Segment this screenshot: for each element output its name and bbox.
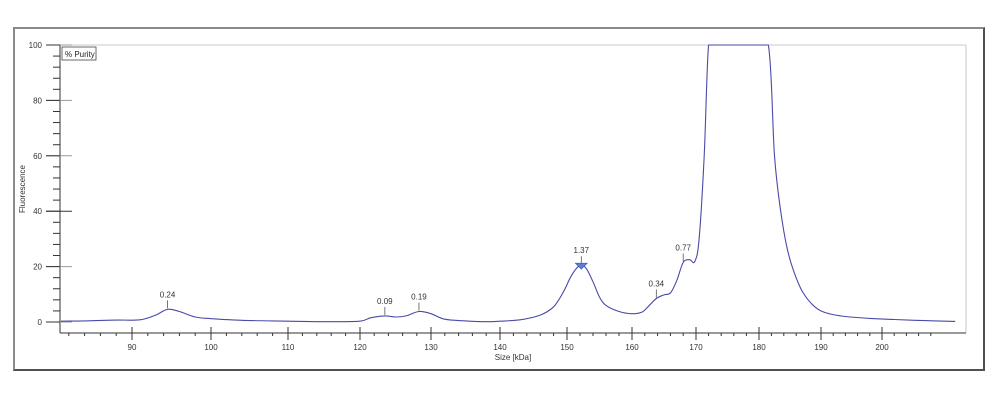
x-tick-label: 110 <box>282 343 295 352</box>
fluorescence-trace <box>60 44 956 323</box>
y-axis-title: Fluorescence <box>18 164 27 213</box>
peak-label: 0.09 <box>377 297 393 306</box>
peak-label: 1.37 <box>574 246 590 255</box>
x-tick-label: 140 <box>493 343 507 352</box>
x-tick-label: 170 <box>689 343 703 352</box>
x-tick-label: 100 <box>204 343 218 352</box>
plot-area: 0.24 0.09 0.19 1.37 0.34 0.77 <box>60 44 956 323</box>
legend-label: % Purity <box>65 50 95 59</box>
legend: % Purity <box>61 46 97 61</box>
x-tick-label: 190 <box>814 343 828 352</box>
peak-label: 0.19 <box>411 292 427 301</box>
y-tick-label: 0 <box>38 318 43 327</box>
chart-frame <box>13 27 985 371</box>
x-tick-label: 150 <box>560 343 574 352</box>
y-tick-label: 20 <box>33 263 42 272</box>
y-tick-label: 100 <box>29 41 43 50</box>
x-tick-label: 200 <box>875 343 889 352</box>
peak-label: 0.77 <box>675 243 691 252</box>
x-axis-ticks: 90 100 110 120 130 140 150 160 170 180 190 200 <box>68 327 932 352</box>
peak-label: 0.24 <box>160 290 176 299</box>
y-axis-ticks: 0 20 40 60 80 100 <box>29 41 72 327</box>
y-axis-label: Fluorescence <box>18 164 27 213</box>
y-tick-label: 40 <box>33 207 42 216</box>
peak-annotations: 0.24 0.09 0.19 1.37 0.34 0.77 <box>160 243 692 315</box>
x-tick-label: 180 <box>752 343 766 352</box>
x-axis-label: Size [kDa] <box>495 353 531 362</box>
y-tick-label: 80 <box>33 96 42 105</box>
y-tick-label: 60 <box>33 152 42 161</box>
x-tick-label: 160 <box>625 343 639 352</box>
peak-label: 0.34 <box>649 279 665 288</box>
x-tick-label: 130 <box>424 343 438 352</box>
x-tick-label: 120 <box>353 343 367 352</box>
selected-peak-marker-icon[interactable] <box>574 262 589 270</box>
x-tick-label: 90 <box>128 343 137 352</box>
